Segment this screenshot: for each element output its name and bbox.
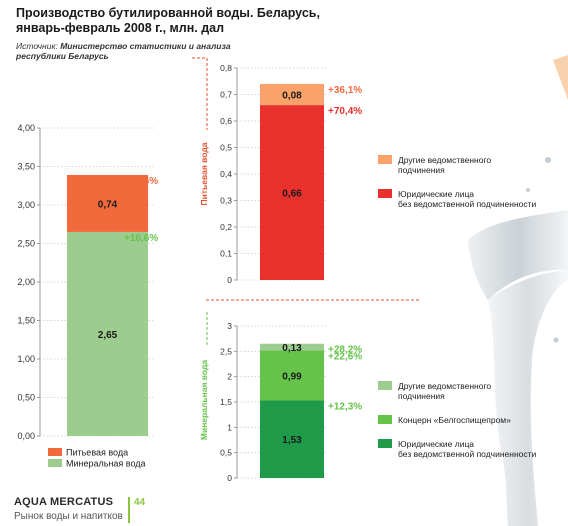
bar-segment bbox=[67, 174, 148, 232]
legend-label: Другие ведомственного bbox=[398, 155, 491, 165]
brand-name: AQUA MERCATUS bbox=[14, 496, 114, 508]
legend-swatch bbox=[378, 415, 392, 424]
y-tick-label: 0,00 bbox=[17, 431, 35, 441]
y-tick-label: 4,00 bbox=[17, 123, 35, 133]
side-label: Питьевая вода bbox=[199, 142, 209, 205]
bar-value-label: 2,65 bbox=[98, 330, 118, 341]
y-tick-label: 3,50 bbox=[17, 162, 35, 172]
legend-swatch bbox=[48, 448, 62, 456]
legend-swatch bbox=[48, 459, 62, 467]
water-splash-image bbox=[468, 55, 568, 526]
y-tick-label: 1,00 bbox=[17, 354, 35, 364]
legend-label: Питьевая вода bbox=[66, 448, 128, 458]
y-tick-label: 2,00 bbox=[17, 277, 35, 287]
growth-label: +16,6% bbox=[124, 233, 158, 244]
side-label: Минеральная вода bbox=[199, 360, 209, 440]
bar-value-label: 0,66 bbox=[282, 189, 302, 200]
bar-value-label: 0,74 bbox=[98, 199, 118, 210]
y-tick-label: 2,50 bbox=[17, 239, 35, 249]
y-tick-label: 0,2 bbox=[220, 222, 232, 232]
y-tick-label: 0,50 bbox=[17, 393, 35, 403]
legend-swatch bbox=[378, 189, 392, 198]
legend-swatch bbox=[378, 439, 392, 448]
y-tick-label: 0,5 bbox=[220, 143, 232, 153]
y-tick-label: 0,3 bbox=[220, 196, 232, 206]
brand-subtitle: Рынок воды и напитков bbox=[14, 511, 123, 522]
growth-label: +12,3% bbox=[328, 401, 362, 412]
legend-label: Другие ведомственного bbox=[398, 381, 491, 391]
y-tick-label: 1,5 bbox=[220, 397, 232, 407]
source-note: Источник: Министерство статистики и анал… bbox=[16, 41, 276, 61]
legend-label: без ведомственной подчиненности bbox=[398, 199, 537, 209]
legend-label: подчинения bbox=[398, 391, 445, 401]
y-tick-label: 0,6 bbox=[220, 116, 232, 126]
bar-value-label: 0,99 bbox=[282, 371, 302, 382]
legend-label: подчинения bbox=[398, 165, 445, 175]
bar-segment bbox=[260, 400, 324, 478]
legend-swatch bbox=[378, 381, 392, 390]
growth-label: +28,2% bbox=[328, 345, 362, 356]
legend-label: без ведомственной подчиненности bbox=[398, 449, 537, 459]
y-tick-label: 0,5 bbox=[220, 448, 232, 458]
bar-value-label: 0,08 bbox=[282, 91, 302, 102]
bar-segment bbox=[260, 343, 324, 351]
y-tick-label: 0 bbox=[227, 473, 232, 483]
y-tick-label: 3 bbox=[227, 321, 232, 331]
bar-segment bbox=[260, 105, 324, 280]
y-tick-label: 2,5 bbox=[220, 346, 232, 356]
y-tick-label: 0,1 bbox=[220, 249, 232, 259]
bar-value-label: 0,13 bbox=[282, 343, 302, 354]
bar-segment bbox=[67, 231, 148, 436]
page-number: 44 bbox=[134, 497, 146, 508]
y-tick-label: 0,7 bbox=[220, 90, 232, 100]
y-tick-label: 0,4 bbox=[220, 169, 232, 179]
y-tick-label: 1 bbox=[227, 422, 232, 432]
page-divider bbox=[128, 497, 130, 523]
bar-value-label: 1,53 bbox=[282, 435, 302, 446]
legend-swatch bbox=[378, 155, 392, 164]
bar-segment bbox=[260, 83, 324, 106]
growth-label: +22,6% bbox=[328, 351, 362, 362]
legend-label: Юридические лица bbox=[398, 439, 474, 449]
growth-label: +70,4% bbox=[328, 106, 362, 117]
y-tick-label: 1,50 bbox=[17, 316, 35, 326]
source-text: Министерство статистики и анализа респуб… bbox=[16, 41, 231, 61]
legend-label: Минеральная вода bbox=[66, 459, 146, 469]
source-label: Источник: bbox=[16, 41, 58, 51]
y-tick-label: 2 bbox=[227, 372, 232, 382]
y-tick-label: 0,8 bbox=[220, 63, 232, 73]
growth-label: +65,6% bbox=[124, 176, 158, 187]
y-tick-label: 3,00 bbox=[17, 200, 35, 210]
growth-label: +36,1% bbox=[328, 85, 362, 96]
legend-label: Концерн «Белгоспищепром» bbox=[398, 415, 511, 425]
page-title: Производство бутилированной воды. Белару… bbox=[16, 6, 320, 35]
bar-segment bbox=[260, 350, 324, 401]
legend-label: Юридические лица bbox=[398, 189, 474, 199]
y-tick-label: 0 bbox=[227, 275, 232, 285]
